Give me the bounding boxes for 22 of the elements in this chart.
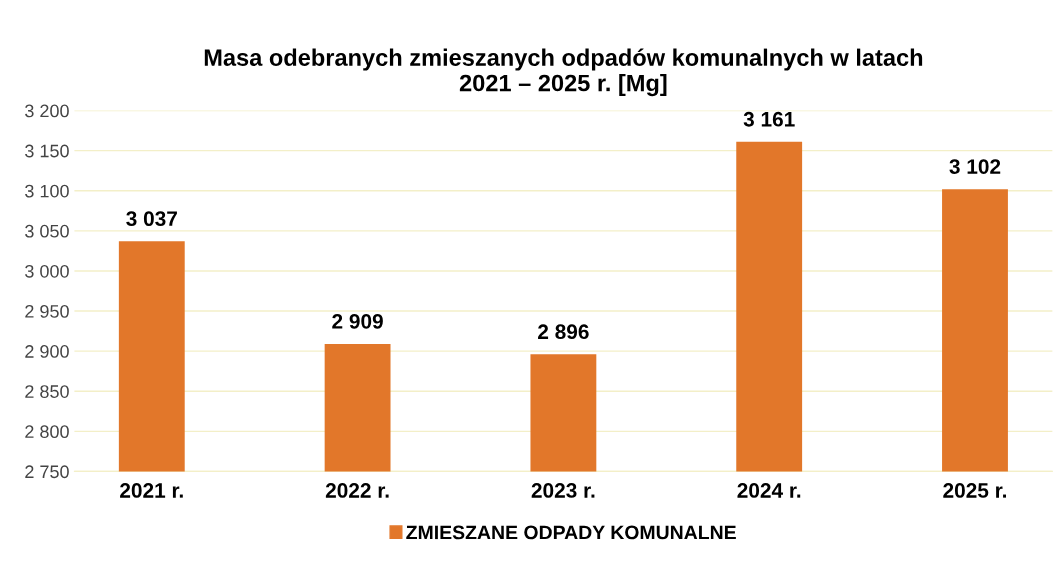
y-tick-label: 3 000 — [25, 264, 69, 278]
chart-title: Masa odebranych zmieszanych odpadów komunalnych w latach 2021 – 2025 r. [Mg] — [204, 48, 923, 97]
data-label: 3 161 — [743, 111, 795, 127]
x-tick-label: 2022 r. — [325, 483, 389, 498]
y-tick-label: 2 950 — [25, 304, 69, 318]
y-tick-label: 2 800 — [25, 425, 69, 439]
legend-label: ZMIESZANE ODPADY KOMUNALNE — [406, 525, 736, 540]
x-tick-label: 2021 r. — [120, 483, 183, 498]
y-tick-label: 3 100 — [25, 184, 69, 198]
y-tick-label: 2 850 — [25, 385, 69, 398]
x-tick-label: 2023 r. — [531, 483, 595, 498]
x-tick-label: 2025 r. — [943, 483, 1006, 498]
y-tick-label: 3 200 — [25, 104, 69, 118]
y-tick-label: 3 050 — [25, 224, 69, 238]
data-label: 3 102 — [949, 159, 1001, 174]
y-tick-label: 3 150 — [25, 144, 69, 158]
x-tick-label: 2024 r. — [737, 483, 801, 498]
data-label: 2 896 — [538, 324, 589, 340]
data-label: 3 037 — [126, 211, 177, 227]
data-label: 2 909 — [332, 313, 383, 329]
y-tick-label: 2 750 — [25, 465, 69, 479]
y-tick-label: 2 900 — [25, 345, 69, 358]
